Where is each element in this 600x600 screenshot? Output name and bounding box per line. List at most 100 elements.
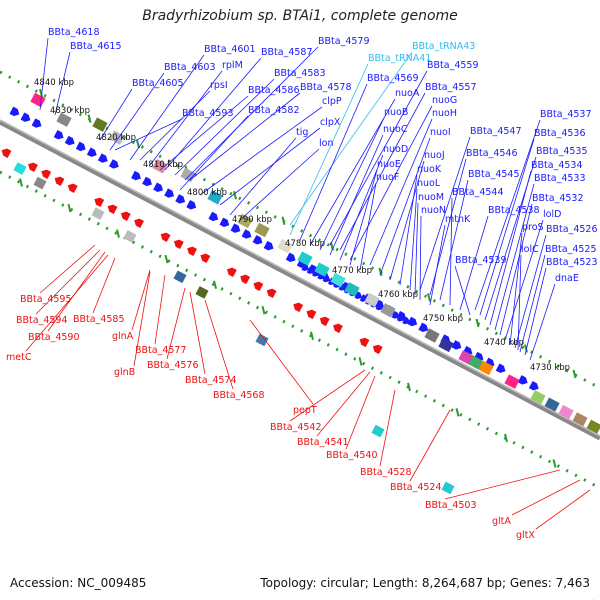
tick-labels: 4840 kbp 4830 kbp 4820 kbp 4810 kbp 4800 kbp…	[34, 78, 570, 373]
leader-line	[524, 267, 547, 356]
gene-arrow	[495, 363, 506, 373]
gene-block	[438, 337, 454, 353]
ruler-tick	[504, 433, 508, 443]
gene-label: clpP	[322, 96, 342, 107]
tick-label: 4820 kbp	[96, 133, 136, 143]
gene-arrow	[173, 239, 184, 250]
gene-block	[56, 112, 72, 127]
leader-line	[359, 182, 377, 271]
gene-arrow	[153, 182, 164, 192]
leader-line	[339, 154, 384, 261]
leader-line	[189, 291, 206, 375]
leader-line	[409, 409, 451, 482]
gene-block	[468, 355, 484, 370]
leader-line	[419, 136, 471, 291]
gene-arrow	[164, 188, 175, 198]
leader-line	[349, 105, 433, 261]
leader-line	[154, 274, 166, 345]
gene-arrow	[333, 323, 343, 334]
tick-label: 4730 kbp	[530, 363, 570, 373]
gene-label: rpsI	[210, 80, 228, 91]
gene-arrow	[285, 252, 296, 263]
gene-label: nuoA	[395, 88, 420, 99]
gene-arrow	[142, 176, 152, 187]
leader-line	[439, 179, 469, 301]
leader-line	[316, 371, 371, 437]
leader-line	[39, 244, 96, 294]
gene-label: nuoG	[432, 95, 457, 106]
tick-label: 4800 kbp	[187, 188, 227, 198]
gene-arrow	[94, 197, 105, 207]
gene-label: nuoM	[418, 192, 444, 203]
gene-label: nuoN	[421, 205, 446, 216]
gene-label: BBta_4545	[468, 169, 520, 180]
gene-block	[344, 282, 360, 297]
ruler-tick	[19, 178, 23, 187]
leader-line	[39, 37, 49, 111]
gene-block	[91, 207, 105, 220]
gene-label: BBta_4526	[546, 224, 598, 235]
leader-line	[454, 265, 471, 316]
gene-arrow	[200, 253, 211, 264]
leader-line	[419, 215, 422, 301]
gene-labels: BBta_4618 BBta_4615 BBta_4601 BBta_4587 BBta…	[6, 27, 598, 541]
gene-block	[207, 190, 223, 205]
gene-block	[13, 162, 27, 175]
gene-arrow	[9, 106, 20, 117]
ruler-tick	[427, 293, 431, 302]
gene-arrow	[407, 316, 418, 327]
leader-line	[479, 138, 535, 316]
gene-arrow	[451, 340, 462, 350]
gene-arrow	[1, 148, 12, 158]
leader-line	[189, 92, 301, 181]
gene-arrow	[75, 141, 86, 152]
tick-label: 4760 kbp	[378, 290, 418, 300]
gene-block	[152, 159, 168, 174]
gene-arrow	[219, 217, 230, 227]
gene-label: BBta_4559	[427, 60, 479, 71]
backbone-line	[0, 119, 600, 441]
leader-line	[409, 188, 418, 291]
gene-arrow	[54, 176, 65, 186]
gene-arrow	[208, 211, 219, 222]
gene-arrow	[402, 316, 411, 325]
leader-line	[92, 257, 116, 314]
leader-line	[474, 119, 541, 311]
leader-line	[517, 254, 522, 351]
gene-label: BBta_4568	[213, 390, 265, 401]
ruler-tick	[524, 344, 528, 353]
gene-arrow	[293, 302, 304, 313]
leader-line	[99, 88, 133, 141]
gene-label: BBta_4583	[274, 68, 326, 79]
gene-label: BBta_4525	[545, 244, 597, 255]
leader-line	[166, 287, 186, 360]
gene-label: nuoI	[430, 127, 451, 138]
leader-line	[139, 90, 211, 161]
gene-arrow	[391, 311, 400, 319]
map-title: Bradyrhizobium sp. BTAi1, complete genom…	[142, 8, 458, 24]
tick-label: 4740 kbp	[484, 338, 524, 348]
gene-block	[364, 292, 380, 308]
leader-line	[184, 46, 319, 181]
gene-arrow	[230, 223, 241, 233]
gene-block	[92, 117, 108, 132]
gene-arrow	[175, 194, 186, 204]
gene-label: nuoJ	[424, 150, 445, 161]
ruler-tick	[87, 114, 92, 123]
ruler-tick	[407, 382, 411, 392]
leader-line	[131, 269, 151, 331]
gene-block	[330, 272, 346, 288]
gene-block	[33, 176, 47, 190]
gene-arrow	[528, 381, 539, 391]
gene-arrow	[263, 240, 274, 251]
leader-line	[379, 389, 396, 467]
gene-label: BBta_4587	[261, 47, 313, 58]
gene-label: BBta_4590	[28, 332, 80, 343]
leader-line	[535, 489, 591, 530]
gene-arrow	[319, 316, 330, 327]
gene-label: BBta_4539	[455, 255, 507, 266]
leader-line	[514, 234, 547, 349]
ruler-tick	[116, 229, 120, 238]
leader-line	[159, 95, 249, 171]
